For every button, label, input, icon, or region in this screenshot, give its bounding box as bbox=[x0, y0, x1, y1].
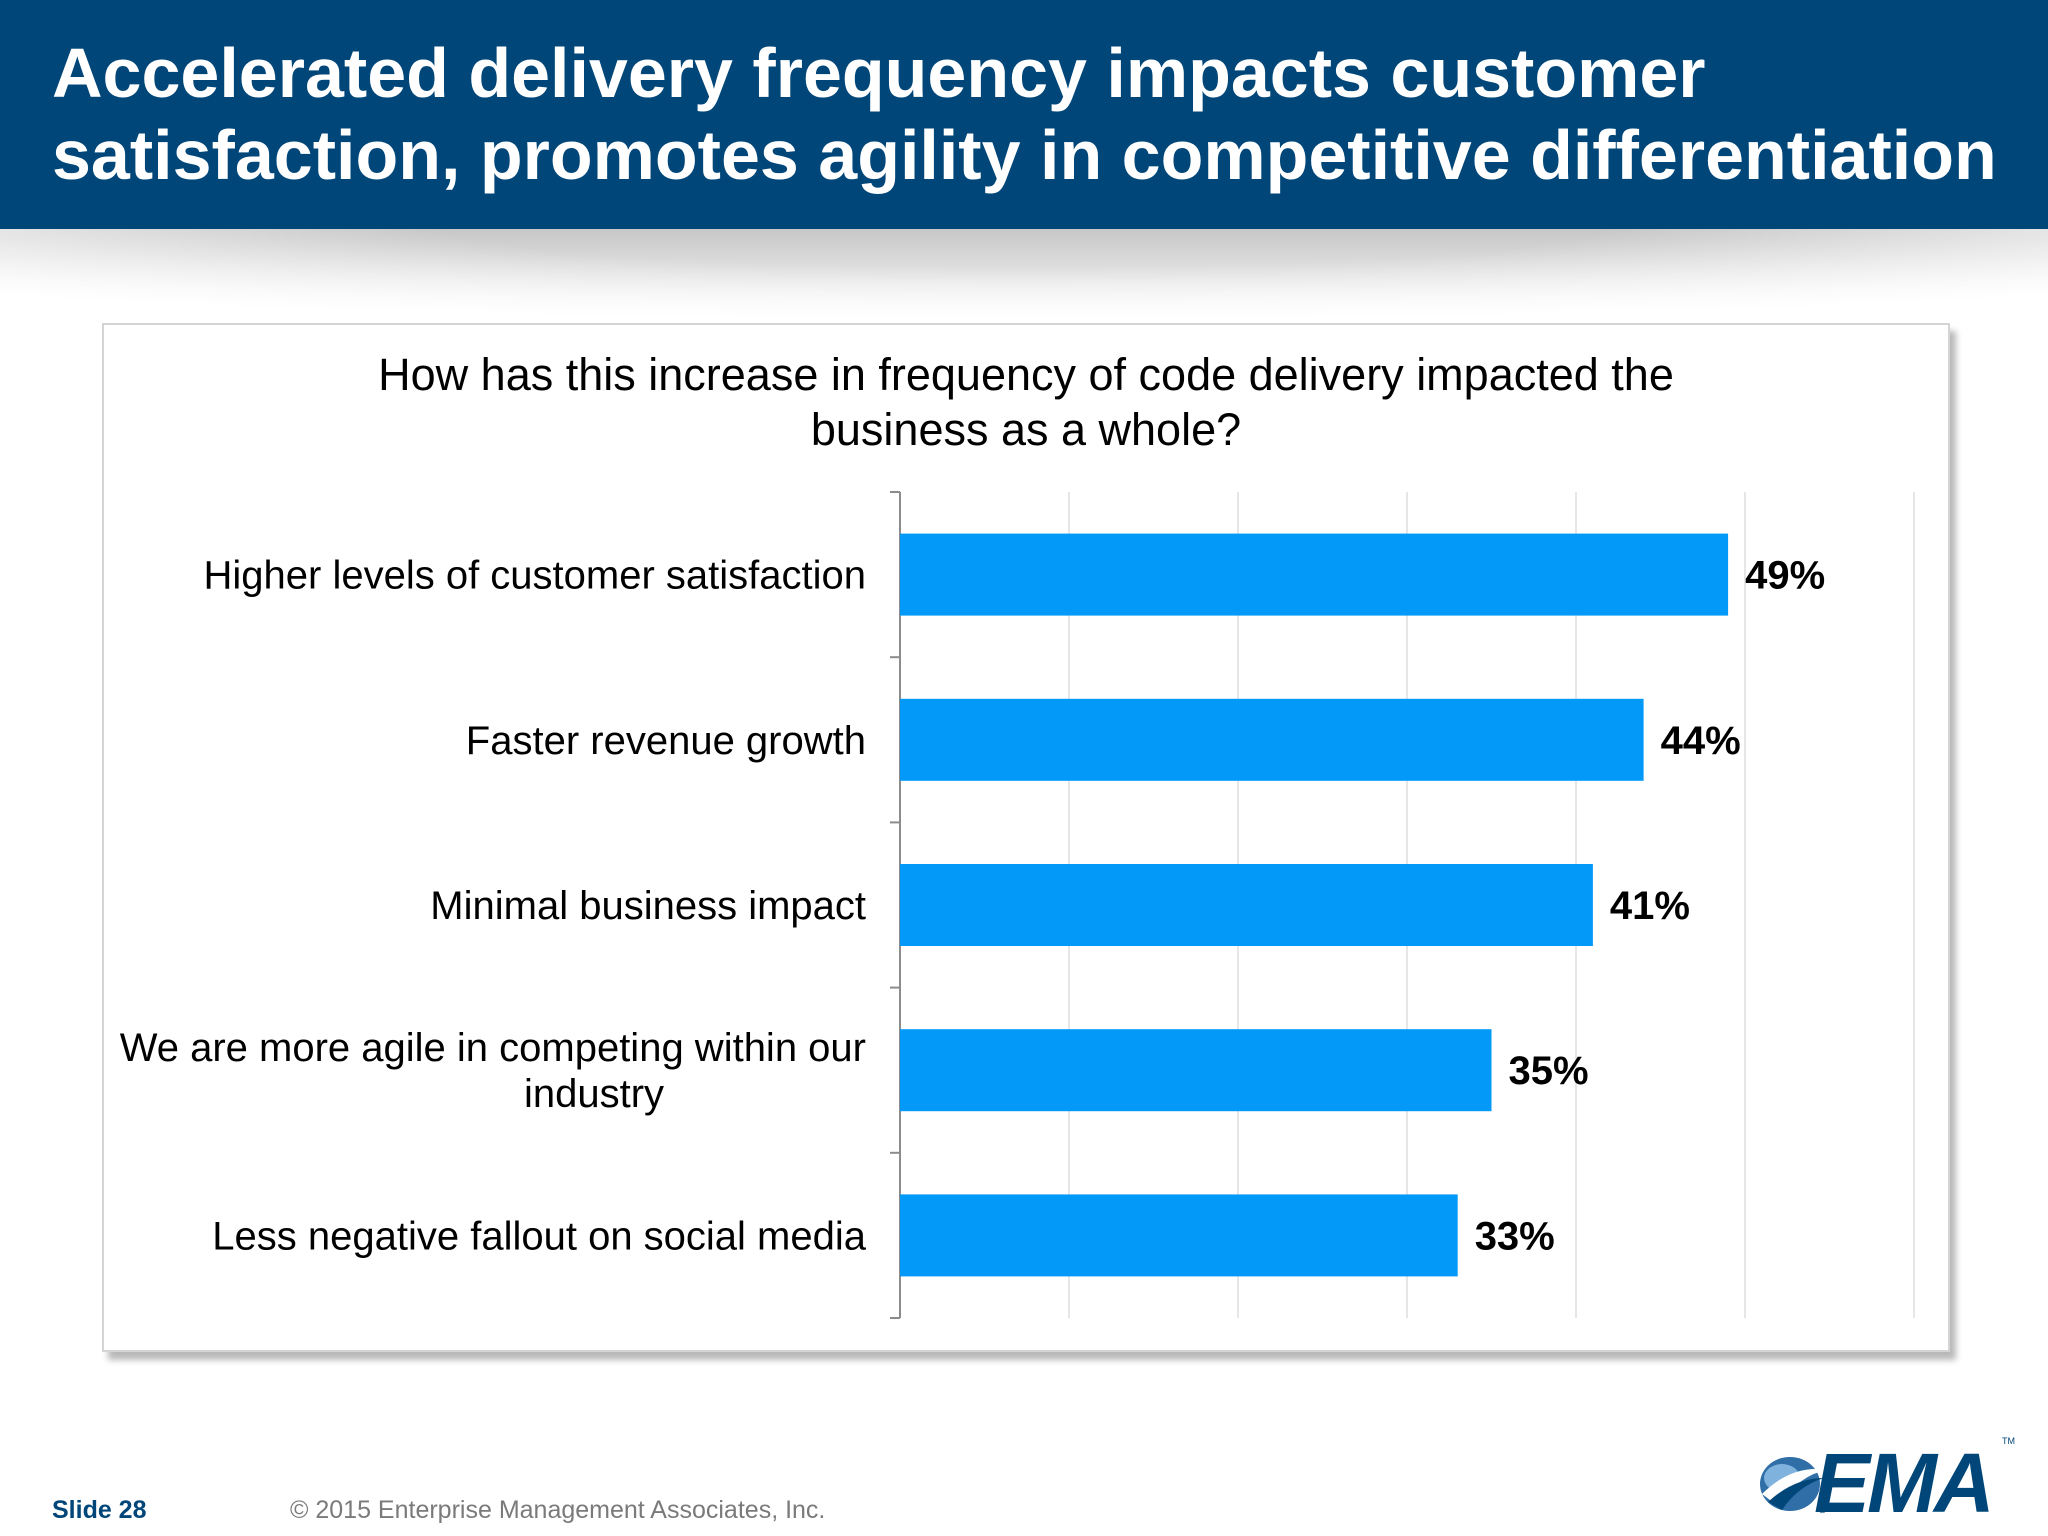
title-banner: Accelerated delivery frequency impacts c… bbox=[0, 0, 2048, 229]
category-label: Higher levels of customer satisfaction bbox=[204, 554, 867, 598]
slide-title: Accelerated delivery frequency impacts c… bbox=[52, 34, 1997, 194]
bar bbox=[900, 864, 1593, 946]
data-label: 33% bbox=[1475, 1214, 1555, 1258]
bar bbox=[900, 698, 1644, 781]
data-label: 44% bbox=[1661, 719, 1741, 763]
logo-text: EMA bbox=[1814, 1436, 1995, 1530]
category-label: Minimal business impact bbox=[430, 884, 866, 928]
ema-logo: EMA TM ® bbox=[1752, 1436, 2015, 1530]
slide-number: Slide 28 bbox=[52, 1496, 147, 1524]
data-label: 49% bbox=[1745, 554, 1825, 598]
bar bbox=[900, 1194, 1458, 1277]
category-label: Faster revenue growth bbox=[466, 719, 866, 763]
chart-title-line-2: business as a whole? bbox=[810, 404, 1242, 455]
bar bbox=[900, 533, 1729, 616]
category-label: industry bbox=[524, 1072, 664, 1116]
banner-shadow bbox=[0, 229, 2048, 324]
chart-panel: How has this increase in frequency of co… bbox=[102, 323, 1950, 1352]
category-label: We are more agile in competing within ou… bbox=[120, 1026, 866, 1070]
category-label: Less negative fallout on social media bbox=[212, 1214, 866, 1258]
data-label: 35% bbox=[1509, 1049, 1589, 1093]
data-label: 41% bbox=[1610, 884, 1690, 928]
ema-swoosh-logo-icon bbox=[1760, 1457, 1828, 1511]
logo-trademark: TM bbox=[2002, 1436, 2015, 1446]
chart-title: How has this increase in frequency of co… bbox=[104, 347, 1948, 457]
bar-chart: 49% Higher levels of customer satisfactio… bbox=[120, 491, 1915, 1319]
chart-title-line-1: How has this increase in frequency of co… bbox=[378, 349, 1674, 400]
logo-registered: ® bbox=[1818, 1502, 1827, 1516]
copyright-text: © 2015 Enterprise Management Associates,… bbox=[290, 1496, 826, 1524]
bar bbox=[900, 1029, 1492, 1112]
